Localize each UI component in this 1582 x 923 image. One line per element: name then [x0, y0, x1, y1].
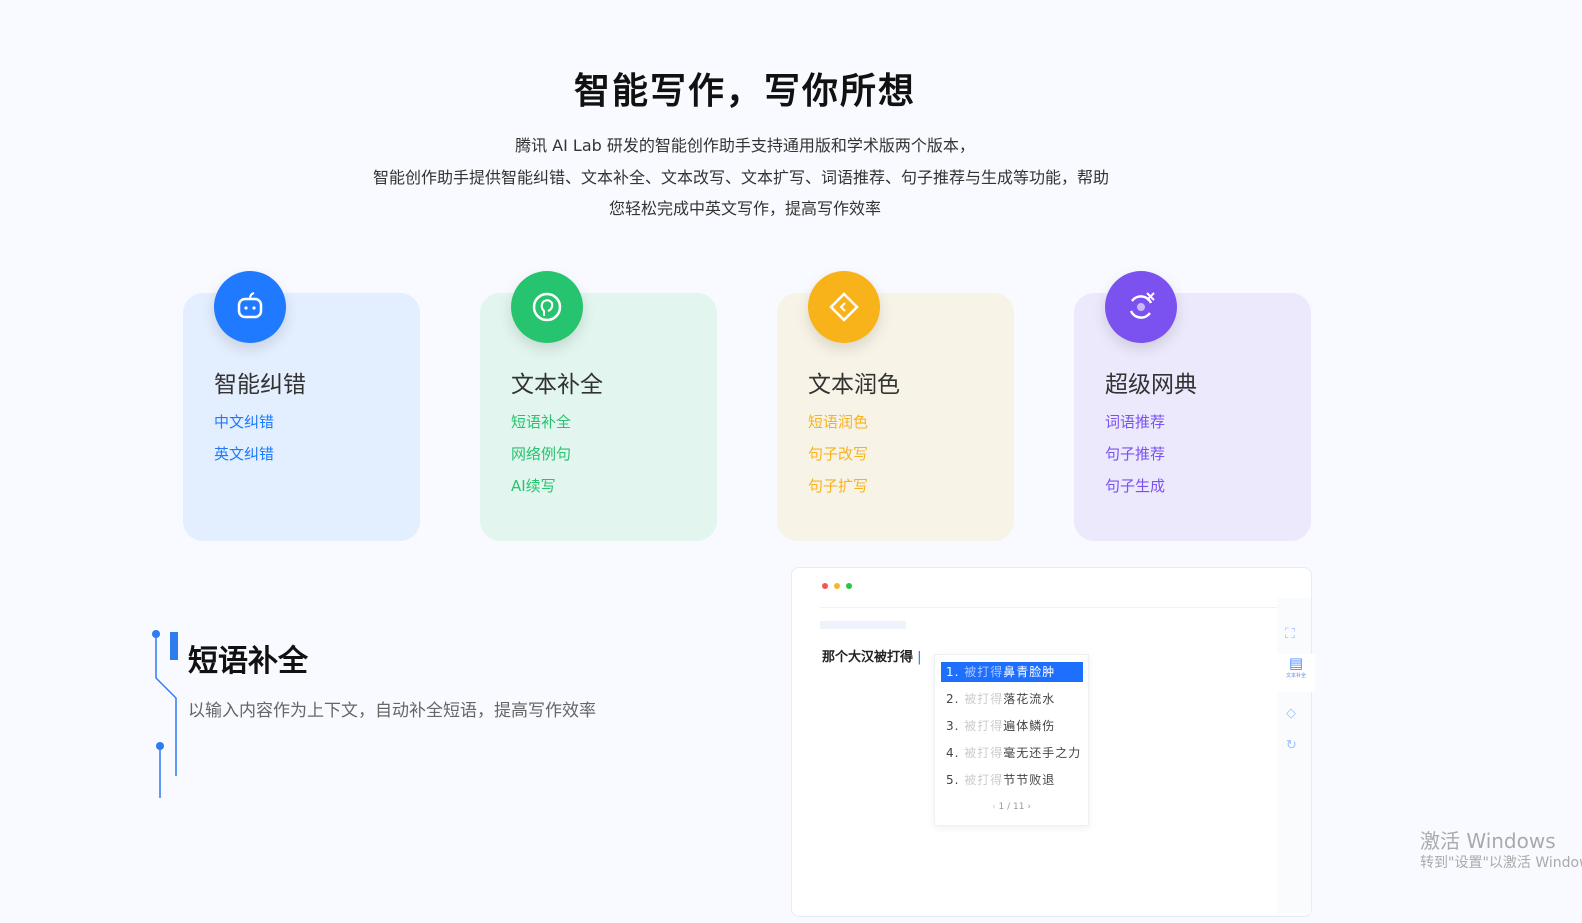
- diamond-icon[interactable]: ◇: [1286, 706, 1296, 721]
- feature-title: 短语补全: [188, 644, 308, 679]
- watermark: 激活 Windows: [1420, 829, 1556, 853]
- tool-sidebar: ⛶ ▤ 文本补全 ◇ ↻: [1277, 598, 1315, 914]
- robot-face-icon: [214, 271, 286, 343]
- head-profile-icon: [511, 271, 583, 343]
- timeline-decoration: [152, 630, 178, 798]
- card-link[interactable]: 句子推荐: [1105, 445, 1166, 463]
- card-link[interactable]: 短语补全: [511, 413, 572, 431]
- card-link[interactable]: 词语推荐: [1105, 413, 1166, 431]
- card-link[interactable]: 句子改写: [808, 445, 869, 463]
- card-link[interactable]: 句子生成: [1105, 477, 1166, 495]
- intro-line-3: 您轻松完成中英文写作，提高写作效率: [608, 199, 881, 218]
- next-icon[interactable]: ›: [1024, 802, 1031, 812]
- watermark-sub: 转到"设置"以激活 Windows。: [1420, 855, 1582, 871]
- suggestion-item[interactable]: 4. 被打得毫无还手之力: [946, 746, 1082, 760]
- intro-line-1: 腾讯 AI Lab 研发的智能创作助手支持通用版和学术版两个版本，: [515, 136, 975, 155]
- card-link[interactable]: 中文纠错: [214, 413, 275, 431]
- prev-icon[interactable]: ‹: [992, 802, 999, 812]
- suggestion-item[interactable]: 5. 被打得节节败退: [946, 773, 1056, 787]
- suggestion-item[interactable]: 1. 被打得鼻青脸肿: [941, 662, 1083, 682]
- card-title: 文本补全: [511, 372, 603, 398]
- page-title: 智能写作，写你所想: [573, 71, 916, 112]
- diamond-tag-icon: [808, 271, 880, 343]
- card-link[interactable]: 句子扩写: [808, 477, 869, 495]
- card-link[interactable]: 短语润色: [808, 413, 869, 431]
- feature-card[interactable]: 文本补全 短语补全网络例句 AI续写: [480, 271, 717, 541]
- suggestion-menu: 1. 被打得鼻青脸肿 2. 被打得落花流水 3. 被打得遍体鳞伤 4. 被打得毫无还手…: [934, 654, 1089, 826]
- text-complete-tool[interactable]: ▤ 文本补全: [1277, 654, 1315, 692]
- feature-description: 以输入内容作为上下文，自动补全短语，提高写作效率: [188, 701, 596, 721]
- suggestion-item[interactable]: 2. 被打得落花流水: [946, 692, 1056, 706]
- feature-card[interactable]: 超级网典 词语推荐句子推荐句子生成: [1074, 271, 1311, 541]
- pagination[interactable]: ‹ 1 / 11 ›: [992, 802, 1031, 812]
- suggestion-item[interactable]: 3. 被打得遍体鳞伤: [946, 719, 1056, 733]
- scan-icon[interactable]: ⛶: [1285, 626, 1295, 642]
- card-title: 智能纠错: [214, 372, 306, 398]
- feature-card[interactable]: 文本润色 短语润色句子改写句子扩写: [777, 271, 1014, 541]
- card-link[interactable]: AI续写: [511, 477, 556, 495]
- refresh-icon[interactable]: ↻: [1286, 738, 1297, 753]
- card-title: 超级网典: [1105, 372, 1197, 398]
- close-dot: [822, 583, 828, 589]
- maximize-dot: [846, 583, 852, 589]
- card-title: 文本润色: [808, 372, 900, 398]
- intro-line-2: 智能创作助手提供智能纠错、文本补全、文本改写、文本扩写、词语推荐、句子推荐与生成…: [372, 168, 1109, 187]
- card-link[interactable]: 英文纠错: [214, 445, 275, 463]
- card-link[interactable]: 网络例句: [511, 445, 572, 463]
- minimize-dot: [834, 583, 840, 589]
- editor-text[interactable]: 那个大汉被打得 |: [822, 650, 922, 665]
- refresh-cross-icon: [1105, 271, 1177, 343]
- feature-card[interactable]: 智能纠错 中文纠错英文纠错: [183, 271, 420, 541]
